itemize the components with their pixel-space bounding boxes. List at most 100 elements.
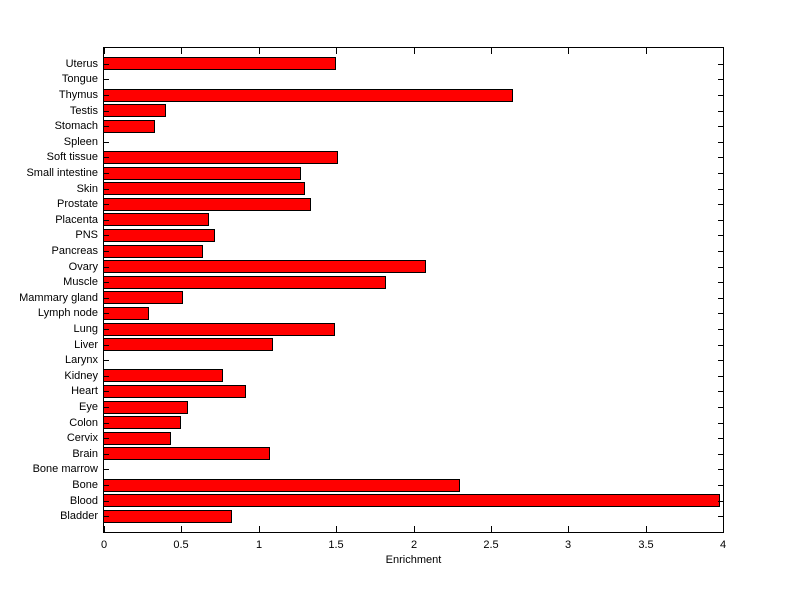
y-tick-mark [104, 282, 109, 284]
bar-placenta [104, 213, 209, 227]
y-tick-label: Liver [74, 338, 98, 351]
x-tick-mark [104, 526, 105, 532]
y-tick-mark [718, 188, 723, 190]
plot-area [103, 47, 724, 533]
x-tick-mark [646, 48, 647, 54]
y-tick-mark [104, 110, 109, 112]
y-tick-mark [718, 313, 723, 315]
y-tick-mark [718, 282, 723, 284]
y-tick-label: Muscle [63, 276, 98, 289]
x-tick-mark [414, 48, 415, 54]
y-tick-label: Uterus [65, 57, 98, 70]
bar-eye [104, 400, 188, 414]
y-tick-mark [104, 204, 109, 206]
y-tick-label: Prostate [57, 198, 98, 211]
y-tick-mark [718, 500, 723, 502]
y-tick-mark [104, 188, 109, 190]
y-tick-label: PNS [75, 229, 98, 242]
bar-lymph-node [104, 306, 149, 320]
y-tick-label: Bone [72, 479, 98, 491]
x-tick-label: 4 [719, 539, 727, 551]
y-tick-mark [104, 438, 109, 440]
y-tick-mark [104, 407, 109, 408]
bar-pns [104, 228, 215, 242]
y-tick-label: Skin [76, 182, 98, 195]
y-tick-mark [104, 219, 109, 221]
y-tick-mark [104, 141, 109, 143]
x-tick-mark [723, 526, 724, 532]
x-tick-label: 0 [100, 539, 108, 551]
x-tick-mark [491, 526, 492, 532]
y-tick-mark [718, 157, 723, 159]
x-tick-mark [568, 526, 569, 532]
y-tick-mark [718, 297, 723, 299]
x-tick-mark [104, 48, 105, 54]
y-tick-mark [104, 95, 109, 96]
x-tick-mark [181, 48, 182, 54]
y-tick-label: Tongue [61, 73, 98, 86]
y-tick-label: Larynx [64, 354, 98, 367]
bar-blood [104, 494, 720, 508]
y-tick-mark [718, 329, 723, 330]
y-tick-mark [104, 516, 109, 518]
y-tick-mark [104, 251, 109, 252]
y-tick-mark [104, 375, 109, 377]
bar-muscle [104, 275, 386, 289]
y-tick-mark [718, 266, 723, 268]
y-tick-mark [718, 469, 723, 471]
y-tick-label: Heart [71, 385, 98, 398]
y-tick-mark [104, 63, 109, 65]
x-tick-mark [259, 48, 260, 54]
bar-skin [104, 182, 305, 196]
y-tick-mark [718, 126, 723, 128]
x-tick-label: 2 [410, 539, 418, 551]
x-tick-mark [723, 48, 724, 54]
x-tick-label: 1.5 [328, 539, 344, 551]
y-tick-label: Lymph node [37, 307, 98, 320]
y-tick-mark [104, 329, 109, 330]
y-tick-mark [718, 141, 723, 143]
y-tick-label: Placenta [55, 213, 98, 226]
bar-small-intestine [104, 166, 301, 180]
y-tick-mark [718, 110, 723, 112]
bar-heart [104, 384, 246, 398]
y-tick-mark [718, 516, 723, 518]
y-tick-mark [104, 297, 109, 299]
x-tick-mark [336, 48, 337, 54]
bar-bone [104, 478, 460, 492]
y-tick-label: Ovary [68, 260, 98, 273]
y-tick-mark [104, 173, 109, 174]
x-tick-mark [181, 526, 182, 532]
y-tick-mark [718, 235, 723, 237]
y-tick-mark [104, 500, 109, 502]
y-tick-label: Colon [69, 416, 98, 429]
y-tick-label: Lung [73, 323, 98, 335]
y-tick-label: Stomach [54, 120, 98, 133]
x-tick-mark [646, 526, 647, 532]
y-tick-label: Bone marrow [32, 463, 98, 476]
y-tick-label: Pancreas [51, 245, 98, 257]
y-tick-mark [104, 360, 109, 362]
bar-thymus [104, 88, 513, 102]
y-tick-label: Thymus [58, 89, 98, 101]
x-tick-mark [491, 48, 492, 54]
bar-pancreas [104, 244, 203, 258]
x-tick-label: 3 [564, 539, 572, 551]
y-tick-mark [104, 469, 109, 471]
x-axis-label: Enrichment [385, 554, 442, 566]
x-tick-label: 3.5 [638, 539, 654, 551]
bar-lung [104, 322, 335, 336]
y-tick-label: Kidney [64, 369, 98, 382]
x-tick-mark [259, 526, 260, 532]
y-tick-mark [104, 313, 109, 315]
y-tick-mark [104, 422, 109, 424]
y-tick-label: Soft tissue [46, 151, 98, 164]
y-tick-mark [718, 251, 723, 252]
bar-soft-tissue [104, 150, 338, 164]
y-tick-label: Eye [79, 401, 98, 413]
x-tick-label: 1 [255, 539, 263, 551]
y-tick-mark [718, 485, 723, 486]
y-tick-label: Cervix [66, 432, 98, 445]
x-tick-label: 0.5 [173, 539, 189, 551]
bar-mammary-gland [104, 291, 183, 305]
